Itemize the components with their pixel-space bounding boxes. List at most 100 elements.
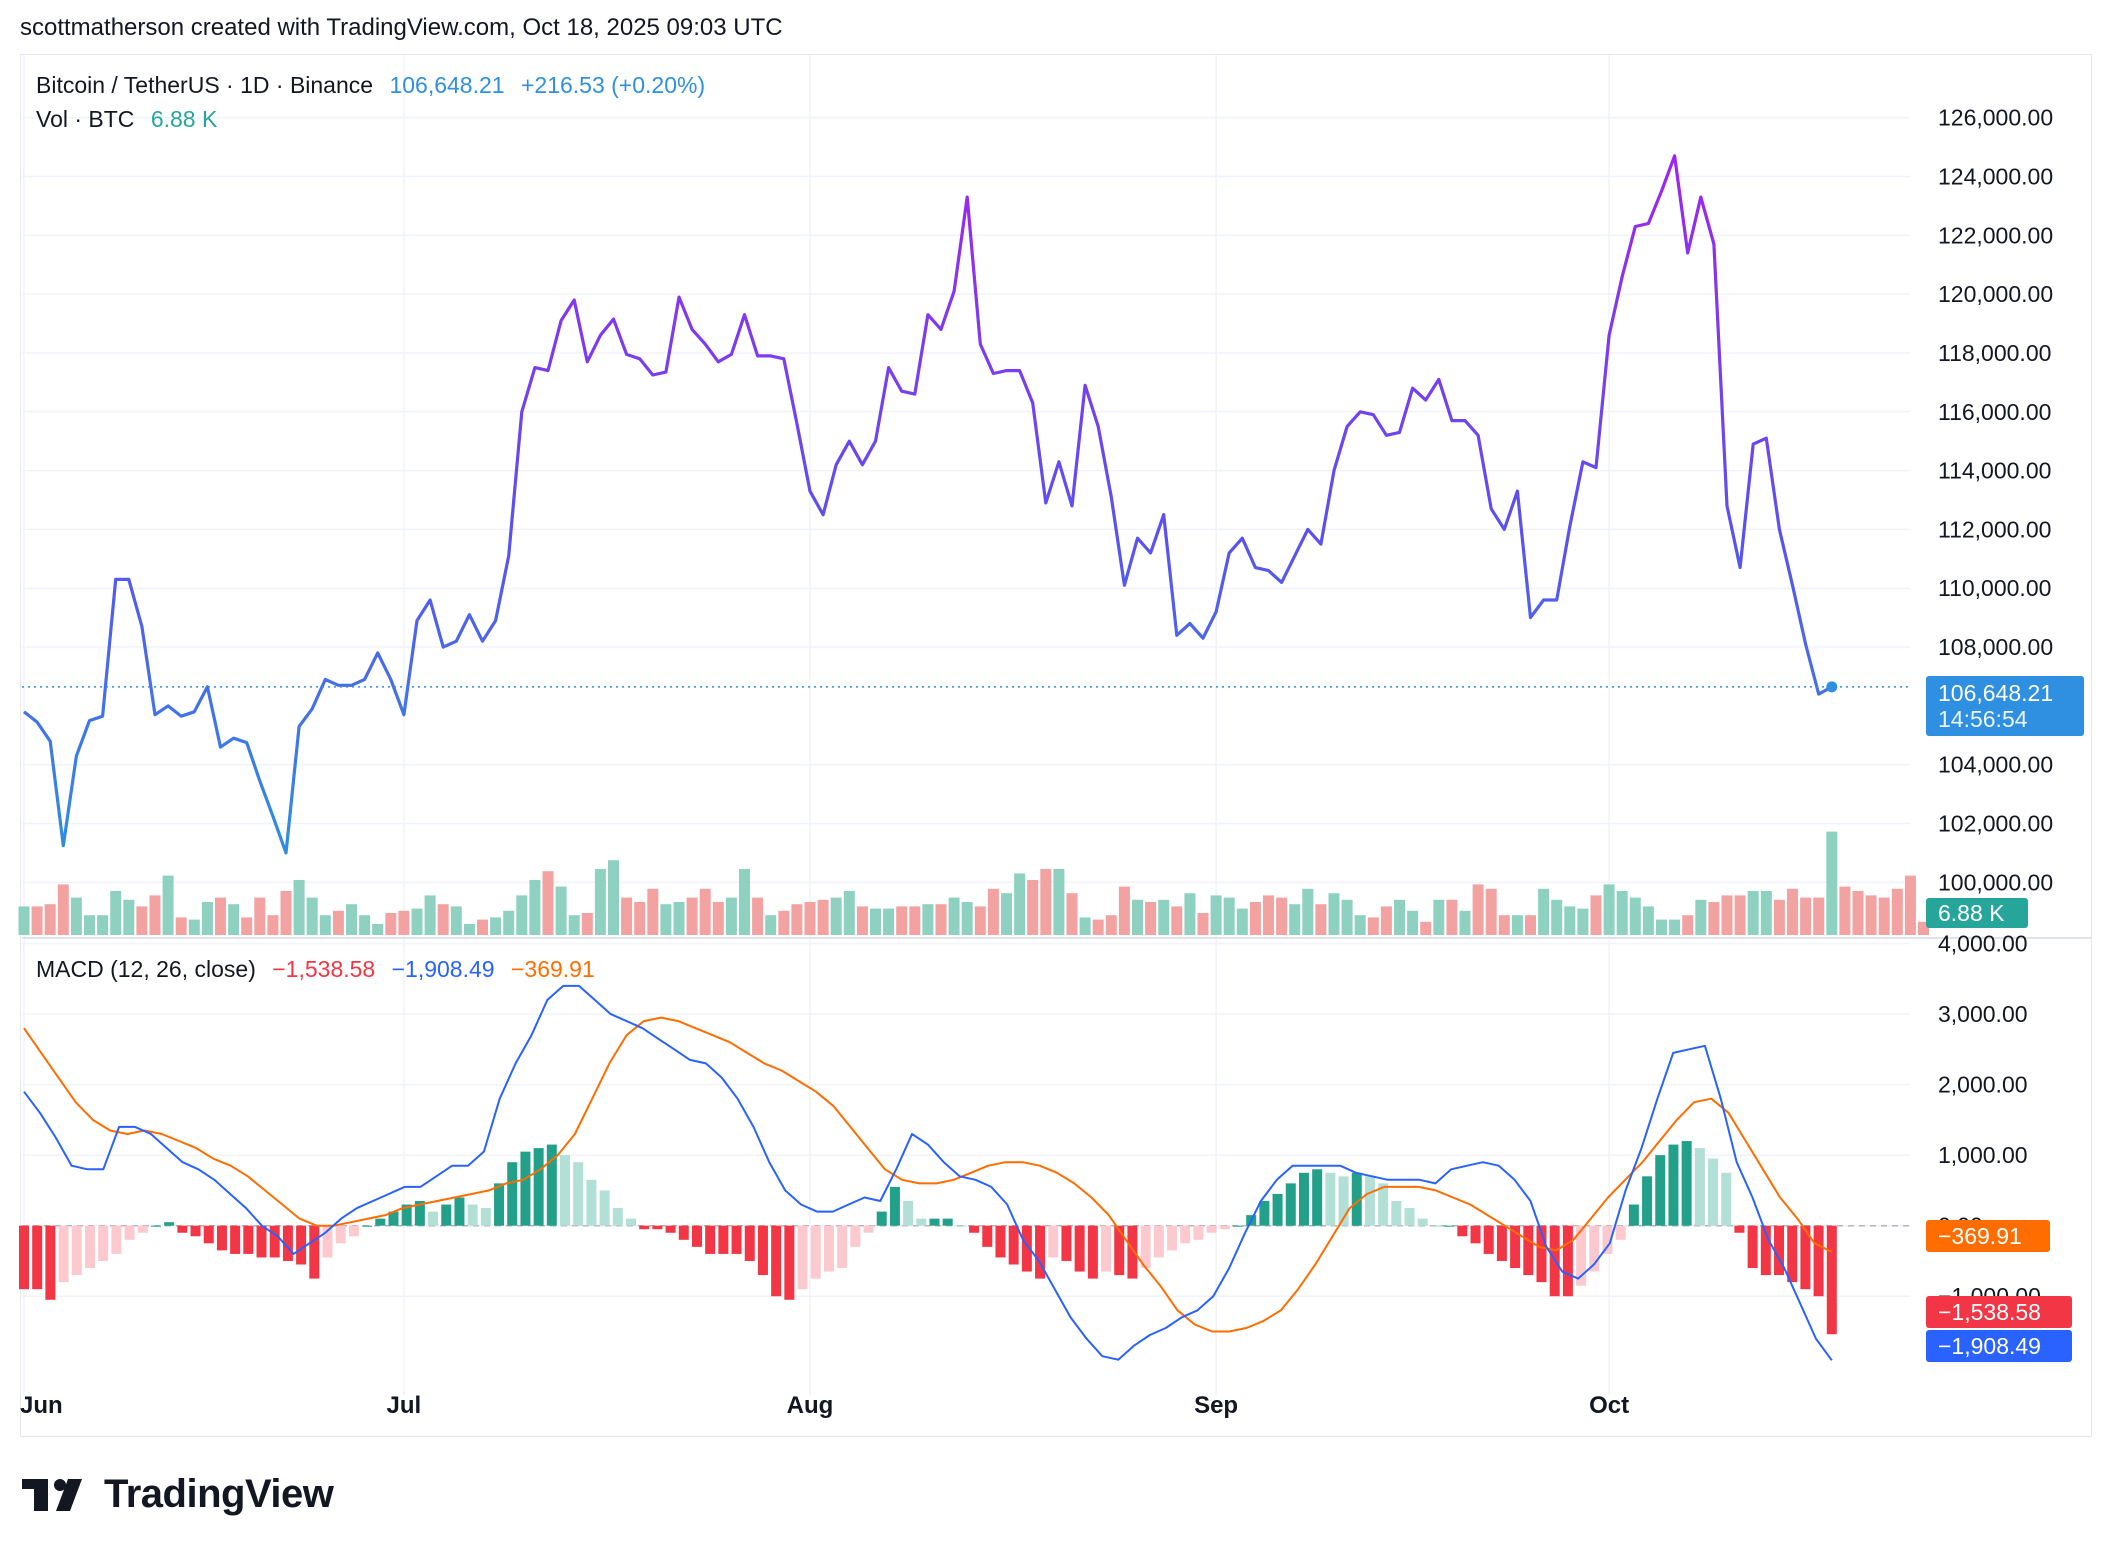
volume-bar (1210, 895, 1222, 935)
price-tick-label: 116,000.00 (1938, 399, 2051, 425)
macd-label[interactable]: MACD (12, 26, close) (36, 956, 256, 982)
price-tick-label: 100,000.00 (1938, 869, 2053, 895)
macd-hist-bar (533, 1148, 544, 1226)
volume-bar (1695, 899, 1707, 935)
price-tick-label: 114,000.00 (1938, 458, 2051, 484)
macd-hist-bar (1470, 1225, 1481, 1244)
macd-hist-bar (230, 1225, 241, 1254)
macd-hist-bar (876, 1211, 887, 1226)
volume-bar (948, 897, 960, 935)
macd-hist-bar (348, 1225, 359, 1237)
macd-tag: −1,908.49 (1926, 1330, 2072, 1362)
macd-hist-bar (678, 1225, 689, 1240)
volume-bar (987, 888, 999, 935)
macd-hist-bar (1101, 1225, 1112, 1272)
macd-hist-bar (1206, 1225, 1217, 1233)
volume-label[interactable]: Vol · BTC (36, 106, 135, 132)
volume-bar (1590, 895, 1602, 935)
chart-frame[interactable] (20, 54, 2092, 1437)
volume-bar (621, 897, 633, 935)
volume-bar (1302, 888, 1314, 935)
macd-hist-bar (137, 1225, 148, 1233)
volume-bar (1551, 899, 1563, 935)
macd-hist-bar (1193, 1225, 1204, 1240)
volume-bar (791, 904, 803, 935)
macd-hist-value: −1,538.58 (272, 956, 376, 982)
volume-bar (463, 924, 475, 935)
time-axis[interactable]: Jun Jul Aug Sep Oct (20, 1392, 1629, 1419)
macd-hist-bar (1167, 1225, 1178, 1251)
macd-legend: MACD (12, 26, close) −1,538.58 −1,908.49… (36, 956, 605, 983)
macd-hist-bar (1035, 1225, 1046, 1279)
macd-hist-bar (216, 1225, 227, 1251)
volume-bar (1813, 897, 1825, 935)
macd-axis[interactable]: −1,000.000.001,000.002,000.003,000.004,0… (1938, 931, 2041, 1310)
volume-bar (175, 917, 187, 935)
macd-hist-bar (705, 1225, 716, 1254)
volume-bar (280, 891, 292, 935)
volume-bars (18, 831, 1929, 935)
macd-hist-bar (282, 1225, 293, 1261)
symbol-label[interactable]: Bitcoin / TetherUS · 1D · Binance (36, 72, 374, 98)
volume-bar (31, 906, 43, 935)
volume-bar (542, 871, 554, 935)
last-price-tag-value: 106,648.21 (1938, 680, 2054, 706)
volume-bar (241, 917, 253, 935)
volume-bar (1433, 899, 1445, 935)
macd-hist-bar (942, 1218, 953, 1226)
time-tick-label: Oct (1589, 1392, 1629, 1419)
macd-hist-bar (1127, 1225, 1138, 1279)
volume-bar (1079, 917, 1091, 935)
macd-hist-bar (744, 1225, 755, 1261)
signal-line (23, 1016, 1833, 1333)
time-tick-label: Jun (20, 1392, 63, 1419)
macd-hist-bar (863, 1225, 874, 1233)
volume-bar (1525, 915, 1536, 935)
macd-hist-bar (1338, 1176, 1349, 1226)
macd-hist-bar (1523, 1225, 1534, 1276)
macd-hist-bar (1087, 1225, 1098, 1279)
volume-bar (44, 904, 56, 935)
macd-hist-bar (1615, 1225, 1626, 1240)
volume-bar (201, 902, 213, 935)
volume-bar (699, 888, 711, 935)
macd-hist-bar (1444, 1225, 1455, 1227)
macd-hist-bar (546, 1144, 557, 1226)
macd-hist-bar (58, 1225, 69, 1283)
signal-tag-value: −369.91 (1938, 1223, 2022, 1249)
chart-attribution: scottmatherson created with TradingView.… (20, 14, 783, 41)
volume-bar (1407, 910, 1419, 935)
macd-hist-bar (1232, 1225, 1243, 1227)
macd-hist-bar (850, 1225, 861, 1247)
macd-hist-bar (955, 1225, 966, 1227)
volume-bar (136, 906, 148, 935)
volume-bar (1158, 899, 1170, 935)
macd-tick-label: 3,000.00 (1938, 1001, 2028, 1027)
volume-bar (778, 910, 790, 935)
volume-bar (319, 915, 331, 935)
macd-hist-bar (1708, 1158, 1719, 1226)
volume-bar (411, 908, 423, 935)
macd-hist-bar (889, 1186, 900, 1226)
price-axis[interactable]: 100,000.00 102,000.00 104,000.00 108,000.00… (1938, 105, 2053, 896)
macd-hist-bar (467, 1204, 478, 1226)
macd-hist-bar (1774, 1225, 1785, 1276)
macd-hist-bar (414, 1201, 425, 1226)
volume-bar (188, 919, 200, 935)
volume-bar (1904, 875, 1916, 935)
macd-hist-bar (639, 1225, 650, 1230)
macd-hist-bar (71, 1225, 82, 1276)
macd-hist-bar (1681, 1141, 1692, 1226)
volume-bar (1852, 891, 1864, 935)
volume-bar (1328, 893, 1340, 935)
volume-bar (1459, 910, 1471, 935)
macd-hist-bar (32, 1225, 43, 1290)
macd-hist-bar (1325, 1172, 1336, 1226)
macd-hist-bar (1259, 1201, 1270, 1226)
macd-hist-bar (111, 1225, 122, 1254)
volume-bar (215, 897, 226, 935)
tradingview-logo[interactable]: TradingView (22, 1472, 334, 1517)
macd-hist-bar (520, 1151, 531, 1226)
volume-bar (267, 915, 279, 935)
